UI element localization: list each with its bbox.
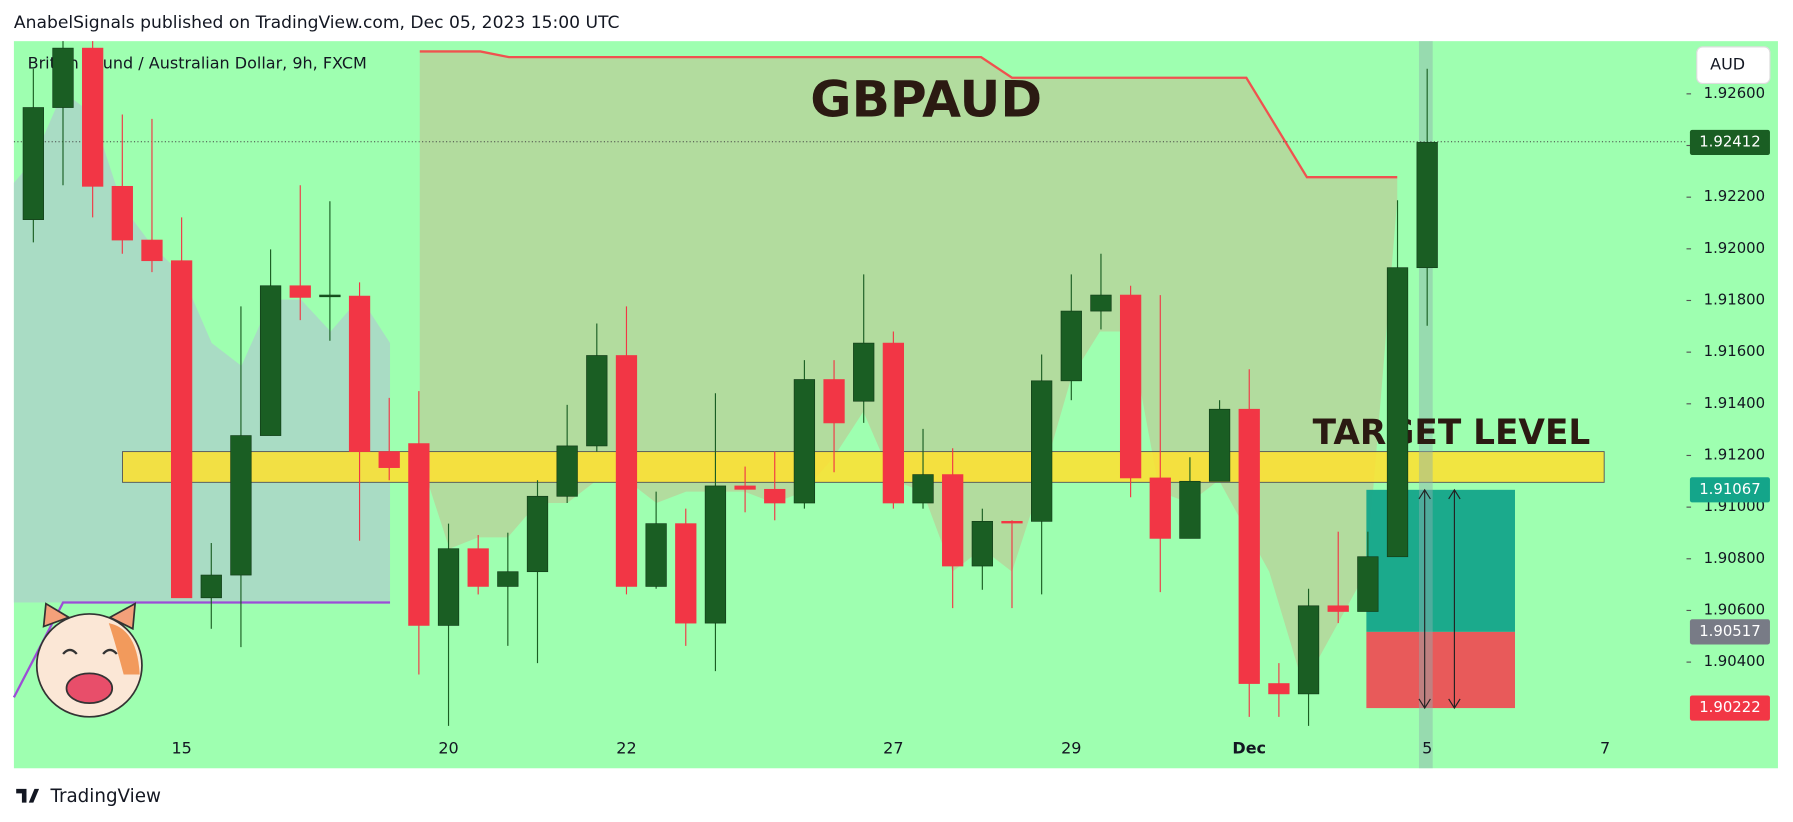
price-tag-label: 1.90517	[1699, 622, 1760, 640]
candle-body	[141, 239, 163, 262]
candle-body	[942, 474, 964, 567]
candle-body	[734, 485, 756, 490]
candle-body	[319, 294, 341, 298]
candle-body	[526, 495, 549, 573]
candle-body	[1060, 310, 1082, 382]
price-tag-label: 1.92412	[1699, 132, 1760, 150]
candle-body	[1119, 294, 1142, 479]
candle-body	[971, 520, 993, 567]
indicator-line-purple	[12, 601, 391, 698]
annotation: TARGET LEVEL	[1313, 413, 1591, 453]
y-tick-label: 1.90400	[1704, 652, 1765, 670]
candle-body	[378, 451, 400, 468]
x-tick-label: 20	[438, 738, 458, 757]
candle-body	[1238, 408, 1260, 684]
y-tick-label: 1.92200	[1704, 187, 1765, 205]
x-tick-label: 7	[1600, 738, 1610, 757]
candle-body	[1001, 520, 1023, 524]
indicator-line-red	[419, 50, 1398, 179]
candle-body	[1416, 142, 1438, 269]
indicator-shade	[419, 51, 1398, 686]
y-tick-label: 1.92000	[1704, 239, 1765, 257]
target-zone	[122, 451, 1605, 483]
y-tick-label: 1.91400	[1704, 394, 1765, 412]
x-tick-label: Dec	[1232, 738, 1266, 757]
mascot-icon	[35, 602, 143, 718]
candle-body	[1297, 605, 1320, 695]
candle-body	[1149, 477, 1171, 539]
candle-body	[853, 342, 875, 402]
x-tick-label: 5	[1422, 738, 1432, 757]
candle-body	[1031, 380, 1053, 522]
price-tag	[1689, 619, 1770, 645]
candle-body	[1208, 408, 1231, 482]
y-tick-label: 1.91200	[1704, 445, 1765, 463]
y-tick-label: 1.90800	[1704, 549, 1765, 567]
candle-body	[675, 523, 697, 624]
publisher-line: AnabelSignals published on TradingView.c…	[14, 13, 620, 33]
candle-body	[615, 355, 638, 587]
price-tag-label: 1.90222	[1699, 698, 1760, 716]
candle-body	[22, 107, 44, 220]
candle-body	[230, 435, 252, 576]
candle-body	[348, 295, 371, 452]
candle-body	[1090, 294, 1112, 312]
candle-body	[882, 342, 904, 504]
candle-body	[437, 548, 460, 626]
x-tick-label: 15	[171, 738, 191, 757]
arrow-head	[1418, 488, 1431, 710]
candle-body	[1357, 556, 1379, 612]
price-tag-label: 1.91067	[1699, 480, 1760, 498]
price-tag	[1689, 129, 1770, 155]
candle-body	[704, 485, 727, 624]
candle-body	[497, 571, 519, 587]
y-tick-label: 1.91600	[1704, 342, 1765, 360]
price-tag	[1689, 477, 1770, 503]
x-tick-label: 22	[616, 738, 636, 757]
position-loss	[1366, 631, 1516, 709]
currency-button[interactable]	[1696, 46, 1771, 85]
candle-body	[793, 379, 816, 504]
candle-body	[82, 47, 104, 187]
candle-body	[289, 285, 311, 298]
candle-body	[1327, 605, 1349, 612]
symbol-label: British Pound / Australian Dollar, 9h, F…	[28, 54, 367, 73]
candle-body	[912, 474, 934, 504]
candle-body	[259, 285, 282, 436]
candle-body	[52, 47, 74, 108]
candle-body	[1386, 267, 1409, 558]
arrow-head	[1448, 488, 1461, 710]
candle-body	[1268, 683, 1290, 695]
y-tick-label: 1.90600	[1704, 600, 1765, 618]
candle-body	[467, 548, 489, 587]
brand-name: TradingView	[49, 786, 161, 807]
y-tick-label: 1.92600	[1704, 84, 1765, 102]
x-tick-label: 27	[883, 738, 903, 757]
candle-body	[764, 488, 786, 504]
candle-body	[586, 355, 608, 447]
chart-title: GBPAUD	[810, 69, 1042, 128]
candle-body	[200, 574, 222, 599]
candle-body	[1179, 480, 1201, 539]
y-tick-label: 1.91800	[1704, 290, 1765, 308]
candle-body	[645, 523, 667, 587]
brand-logo	[16, 788, 40, 803]
price-tag	[1689, 695, 1770, 721]
candle-body	[556, 445, 578, 497]
candle-body	[170, 260, 193, 599]
currency-label: AUD	[1710, 55, 1745, 74]
candle-body	[111, 185, 133, 241]
x-tick-label: 29	[1061, 738, 1081, 757]
footer	[0, 775, 1793, 822]
candle-body	[408, 443, 430, 626]
candle-body	[823, 379, 845, 424]
